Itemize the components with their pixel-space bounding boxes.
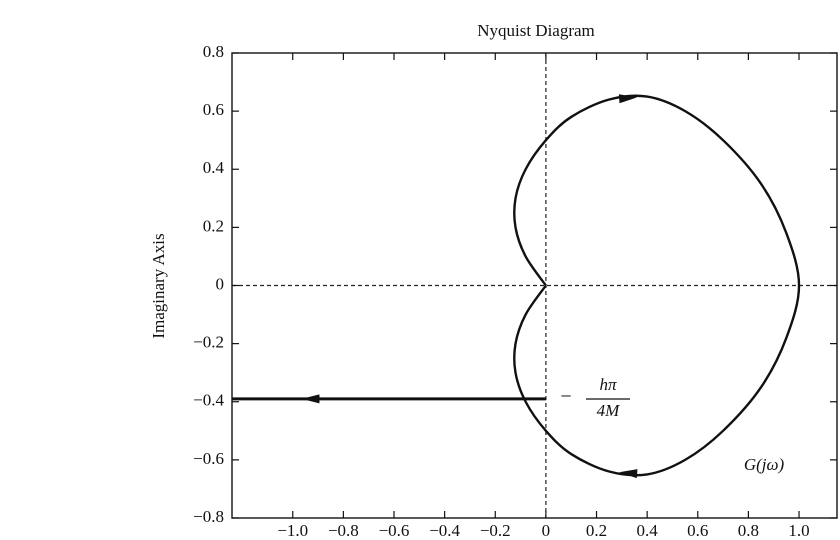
y-tick-label: 0.8 [203, 42, 224, 61]
y-tick-label: −0.6 [193, 449, 224, 468]
x-tick-label: 0.6 [687, 521, 708, 540]
x-tick-label: −0.4 [429, 521, 460, 540]
y-tick-label: 0.2 [203, 216, 224, 235]
annotation-prefix: − [560, 386, 571, 408]
x-tick-label: −0.2 [480, 521, 511, 540]
y-tick-label: −0.2 [193, 333, 224, 352]
x-tick-label: 1.0 [788, 521, 809, 540]
x-tick-label: −1.0 [277, 521, 308, 540]
y-axis-label: Imaginary Axis [149, 233, 168, 338]
annotation-label: G(jω) [744, 455, 785, 474]
annotation: − hπ 4M [560, 375, 630, 420]
x-tick-label: −0.8 [328, 521, 359, 540]
y-tick-label: −0.8 [193, 507, 224, 526]
arrowhead [301, 394, 320, 404]
y-tick-label: 0.6 [203, 100, 224, 119]
x-tick-label: 0.8 [738, 521, 759, 540]
annotation-denominator: 4M [597, 401, 621, 420]
arrowhead [619, 469, 638, 479]
y-tick-label: −0.4 [193, 391, 224, 410]
x-tick-label: 0.4 [637, 521, 659, 540]
curve [513, 94, 801, 477]
x-tick-label: −0.6 [379, 521, 410, 540]
y-tick-label: 0.4 [203, 158, 225, 177]
x-tick-label: 0 [542, 521, 551, 540]
x-tick-label: 0.2 [586, 521, 607, 540]
chart-title: Nyquist Diagram [477, 21, 595, 40]
y-tick-label: 0 [216, 274, 225, 293]
annotation-numerator: hπ [599, 375, 617, 394]
arrowhead [618, 94, 638, 104]
